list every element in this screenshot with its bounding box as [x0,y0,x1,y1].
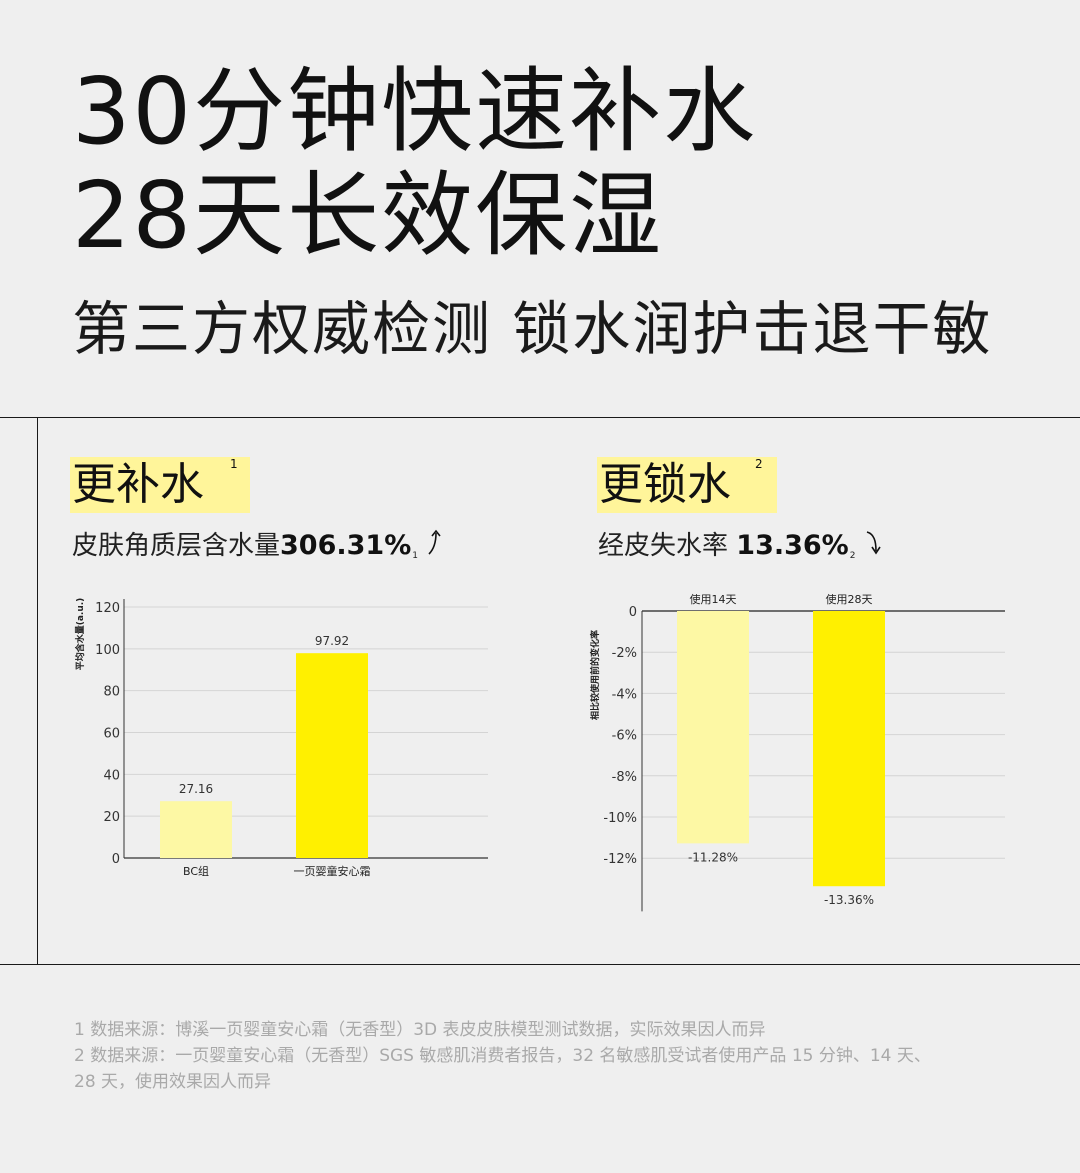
data-label: -13.36% [824,893,874,907]
y-tick-label: -12% [603,852,637,867]
y-axis-title: 平均含水量(a.u.) [74,598,86,671]
moisturize-title: 更补水 1 [70,457,250,513]
bar [296,653,368,858]
water-loss-metric-footnote-mark: 2 [849,551,856,561]
bar [160,801,232,858]
y-tick-label: 0 [629,605,637,620]
y-tick-label: -6% [612,729,637,744]
footnote-2-line-2: 28 天，使用效果因人而异 [74,1072,272,1092]
y-tick-label: -10% [603,811,637,826]
water-loss-metric: 经皮失水率 13.36%2 [598,528,882,565]
left-border-line [37,417,38,965]
hydration-metric-value: 306.31% [280,530,412,561]
y-tick-label: -2% [612,646,637,661]
category-label: BC组 [183,864,209,878]
bar [677,611,749,844]
data-label: -11.28% [688,850,738,864]
y-tick-label: -4% [612,687,637,702]
category-label: 一页婴童安心霜 [294,864,371,878]
hydration-metric-footnote-mark: 1 [412,551,418,561]
lock-water-title-footnote-mark: 2 [755,457,763,471]
y-tick-label: 120 [95,601,120,616]
data-label: 97.92 [315,634,349,648]
subtitle: 第三方权威检测 锁水润护击退干敏 [72,295,993,363]
hydration-metric-label: 皮肤角质层含水量 [72,531,281,561]
category-label: 使用28天 [826,593,873,606]
data-label: 27.16 [179,782,213,796]
y-axis-title: 相比较使用前的变化率 [589,630,601,720]
water-loss-chart: 0 -2% -4% -6% -8% -10% -12% 相比较使用前的变化率 -11.28% 使用… [589,593,1005,912]
y-tick-label: 40 [103,768,120,783]
title-line-2: 28天长效保湿 [72,162,664,269]
y-tick-label: 0 [112,852,120,867]
footnote-2-line-1: 2 数据来源：一页婴童安心霜（无香型）SGS 敏感肌消费者报告，32 名敏感肌受… [74,1046,931,1066]
moisturize-title-text: 更补水 [72,459,204,510]
water-loss-metric-label: 经皮失水率 [598,531,729,561]
lock-water-title: 更锁水 2 [597,457,777,513]
bar [813,611,885,887]
hydration-metric: 皮肤角质层含水量306.31%1 [72,528,442,565]
footnote-1: 1 数据来源：博溪一页婴童安心霜（无香型）3D 表皮皮肤模型测试数据，实际效果因… [74,1020,766,1040]
hydration-chart: 0 20 40 60 80 100 120 平均含水量(a.u.) 27.16 BC组 97.92 一… [74,598,488,878]
y-tick-label: 20 [103,810,120,825]
y-tick-label: 80 [103,685,120,700]
water-loss-metric-value: 13.36% [736,530,849,561]
lock-water-title-text: 更锁水 [599,459,731,510]
bottom-divider [0,964,1080,965]
moisturize-title-footnote-mark: 1 [230,457,238,471]
down-arrow-icon [866,529,882,565]
y-tick-label: 100 [95,643,120,658]
up-arrow-icon [428,529,442,565]
category-label: 使用14天 [690,593,737,606]
y-tick-label: 60 [103,727,120,742]
top-divider [0,417,1080,418]
y-tick-label: -8% [612,770,637,785]
title-line-1: 30分钟快速补水 [72,58,758,165]
